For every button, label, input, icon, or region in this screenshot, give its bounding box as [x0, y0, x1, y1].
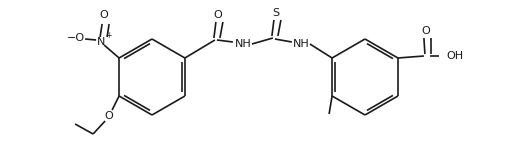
Text: NH: NH [292, 39, 309, 49]
Text: +: + [105, 30, 111, 39]
Text: O: O [213, 10, 222, 20]
Text: N: N [97, 37, 105, 47]
Text: O: O [99, 10, 108, 20]
Text: −O: −O [67, 33, 85, 43]
Text: O: O [421, 26, 429, 36]
Text: OH: OH [445, 51, 462, 61]
Text: NH: NH [234, 39, 251, 49]
Text: O: O [105, 111, 113, 121]
Text: S: S [272, 8, 279, 18]
